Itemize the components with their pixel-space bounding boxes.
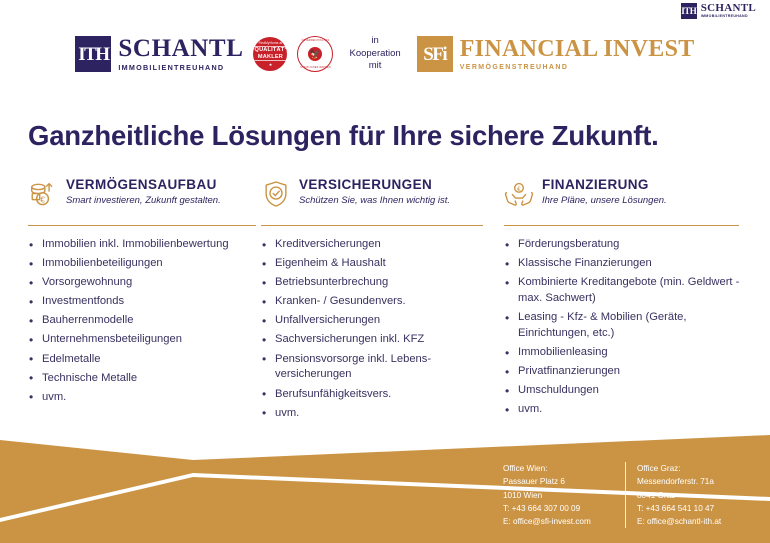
- list-item: Pensionsvorsorge inkl. Lebens-versicheru…: [261, 351, 482, 384]
- sfi-monogram-text: SFi: [423, 43, 447, 65]
- office-city: 1010 Wien: [503, 490, 543, 500]
- cooperation-line-3: mit: [368, 60, 382, 72]
- list-item: Privatfinanzierungen: [504, 364, 760, 381]
- column-title: VERSICHERUNGEN: [299, 177, 433, 192]
- list-item: Förderungsberatung: [504, 237, 760, 254]
- financial-invest-name: FINANCIAL INVEST: [459, 36, 695, 62]
- topbar-logo-name: SCHANTL: [700, 2, 756, 15]
- svg-text:€: €: [40, 194, 45, 204]
- cooperation-line-2: Kooperation: [349, 47, 401, 59]
- top-bar: ITH SCHANTL IMMOBILIENTREUHAND: [0, 0, 770, 22]
- financial-invest-wordmark: FINANCIAL INVEST VERMÖGENSTREUHAND: [460, 37, 695, 71]
- shield-check-icon: [265, 181, 287, 207]
- footer-decoration: [0, 418, 770, 543]
- cooperation-line-1: in: [371, 34, 379, 46]
- column-header: VERSICHERUNGEN Schützen Sie, was Ihnen w…: [261, 178, 482, 214]
- ith-monogram-icon: ITH: [680, 3, 697, 19]
- column-header: € VERMÖGENSAUFBAU Smart investieren, Zuk…: [28, 178, 246, 214]
- financial-invest-logo[interactable]: SFi FINANCIAL INVEST VERMÖGENSTREUHAND: [416, 36, 695, 72]
- ith-monogram-text: ITH: [681, 5, 697, 16]
- financial-invest-tagline: VERMÖGENSTREUHAND: [459, 64, 569, 71]
- list-item: uvm.: [504, 402, 760, 419]
- divider: [504, 225, 739, 226]
- topbar-logo-tagline: IMMOBILIENTREUHAND: [700, 14, 748, 19]
- page-title: Ganzheitliche Lösungen für Ihre sichere …: [28, 120, 659, 151]
- list-item: Unfallversicherungen: [261, 313, 482, 330]
- quality-seal-top: FindMyHome.at: [258, 40, 283, 45]
- office-email[interactable]: E: office@sfi-invest.com: [503, 517, 591, 527]
- bowtie-shape-icon: [0, 435, 770, 543]
- office-wien: Office Wien: Passauer Platz 6 1010 Wien …: [503, 462, 625, 528]
- list-item: Kreditversicherungen: [261, 237, 482, 254]
- list-item: Immobilienleasing: [504, 345, 760, 362]
- list-item: Technische Metalle: [28, 370, 246, 387]
- list-item: Klassische Finanzierungen: [504, 256, 760, 273]
- column-vermoegensaufbau: € VERMÖGENSAUFBAU Smart investieren, Zuk…: [0, 178, 256, 425]
- list-item: Eigenheim & Haushalt: [261, 256, 482, 273]
- eagle-emblem-icon: 🦅: [308, 47, 323, 61]
- quality-seal-label: QUALITÄT¹ MAKLER: [253, 45, 288, 62]
- logo-band: ITH SCHANTL IMMOBILIENTREUHAND FindMyHom…: [0, 22, 770, 86]
- list-item: Vorsorgewohnung: [28, 275, 246, 292]
- column-subtitle: Schützen Sie, was Ihnen wichtig ist.: [299, 194, 451, 206]
- list-item: Leasing - Kfz- & Mobilien (Geräte, Einri…: [504, 310, 760, 342]
- office-phone[interactable]: T: +43 664 307 00 09: [503, 503, 581, 513]
- quality-seal-star-icon: ★: [268, 62, 273, 68]
- column-subtitle: Smart investieren, Zukunft gestalten.: [66, 194, 221, 206]
- list-item: uvm.: [28, 389, 246, 406]
- list-item: Investmentfonds: [28, 294, 246, 311]
- schantl-name: SCHANTL: [118, 35, 244, 63]
- list-item: Berufsunfähigkeitsvers.: [261, 386, 482, 403]
- schantl-tagline: IMMOBILIENTREUHAND: [118, 63, 225, 73]
- austria-seal-ring-top: ÖSTERREICHISCHES: [301, 39, 330, 43]
- footer-offices: Office Wien: Passauer Platz 6 1010 Wien …: [503, 462, 722, 529]
- office-name: Office Graz:: [637, 464, 681, 473]
- sfi-monogram-icon: SFi: [416, 36, 453, 72]
- ith-monogram-icon: ITH: [75, 36, 112, 72]
- list-item: uvm.: [261, 405, 482, 422]
- column-versicherungen: VERSICHERUNGEN Schützen Sie, was Ihnen w…: [256, 178, 492, 425]
- list-item: Immobilienbeteiligungen: [28, 256, 246, 273]
- divider: [261, 225, 483, 226]
- service-list: Immobilien inkl. Immobilienbewertung Imm…: [28, 237, 246, 407]
- column-title: FINANZIERUNG: [542, 177, 649, 192]
- office-city: 8041 Graz: [637, 490, 676, 500]
- list-item: Betriebsunterbrechung: [261, 275, 482, 292]
- office-phone[interactable]: T: +43 664 541 10 47: [637, 503, 715, 513]
- svg-text:€: €: [517, 186, 521, 193]
- column-subtitle: Ihre Pläne, unsere Lösungen.: [542, 194, 667, 206]
- hands-holding-coin-icon: €: [504, 182, 534, 206]
- office-street: Messendorferstr. 71a: [637, 477, 714, 487]
- quality-seal-icon: FindMyHome.at QUALITÄT¹ MAKLER ★: [253, 37, 288, 71]
- list-item: Unternehmensbeteiligungen: [28, 332, 246, 349]
- list-item: Immobilien inkl. Immobilienbewertung: [28, 237, 246, 254]
- divider: [28, 225, 256, 226]
- cooperation-label: in Kooperation mit: [343, 35, 406, 73]
- office-email[interactable]: E: office@schantl-ith.at: [637, 517, 722, 527]
- office-graz: Office Graz: Messendorferstr. 71a 8041 G…: [625, 462, 722, 529]
- service-list: Kreditversicherungen Eigenheim & Haushal…: [261, 237, 482, 423]
- list-item: Kombinierte Kreditangebote (min. Geldwer…: [504, 275, 760, 307]
- column-title: VERMÖGENSAUFBAU: [66, 177, 217, 192]
- column-finanzierung: € FINANZIERUNG Ihre Pläne, unsere Lösung…: [492, 178, 770, 425]
- ith-monogram-text: ITH: [78, 43, 110, 65]
- office-street: Passauer Platz 6: [503, 477, 565, 487]
- list-item: Kranken- / Gesundenvers.: [261, 294, 482, 311]
- list-item: Edelmetalle: [28, 351, 246, 368]
- list-item: Sachversicherungen inkl. KFZ: [261, 332, 482, 349]
- austria-emblem-seal-icon: ÖSTERREICHISCHES 🦅 STAATLICHES WAPPEN: [297, 36, 334, 72]
- office-name: Office Wien:: [503, 464, 548, 473]
- austria-seal-ring-bottom: STAATLICHES WAPPEN: [300, 65, 331, 69]
- list-item: Bauherrenmodelle: [28, 313, 246, 330]
- service-columns: € VERMÖGENSAUFBAU Smart investieren, Zuk…: [0, 178, 770, 425]
- topbar-logo-wordmark: SCHANTL IMMOBILIENTREUHAND: [701, 3, 756, 19]
- schantl-wordmark: SCHANTL IMMOBILIENTREUHAND: [118, 36, 243, 71]
- list-item: Umschuldungen: [504, 383, 760, 400]
- coins-euro-growth-icon: €: [31, 182, 53, 206]
- schantl-logo[interactable]: ITH SCHANTL IMMOBILIENTREUHAND: [75, 36, 243, 72]
- topbar-schantl-logo[interactable]: ITH SCHANTL IMMOBILIENTREUHAND: [680, 3, 756, 19]
- column-header: € FINANZIERUNG Ihre Pläne, unsere Lösung…: [504, 178, 760, 214]
- service-list: Förderungsberatung Klassische Finanzieru…: [504, 237, 760, 419]
